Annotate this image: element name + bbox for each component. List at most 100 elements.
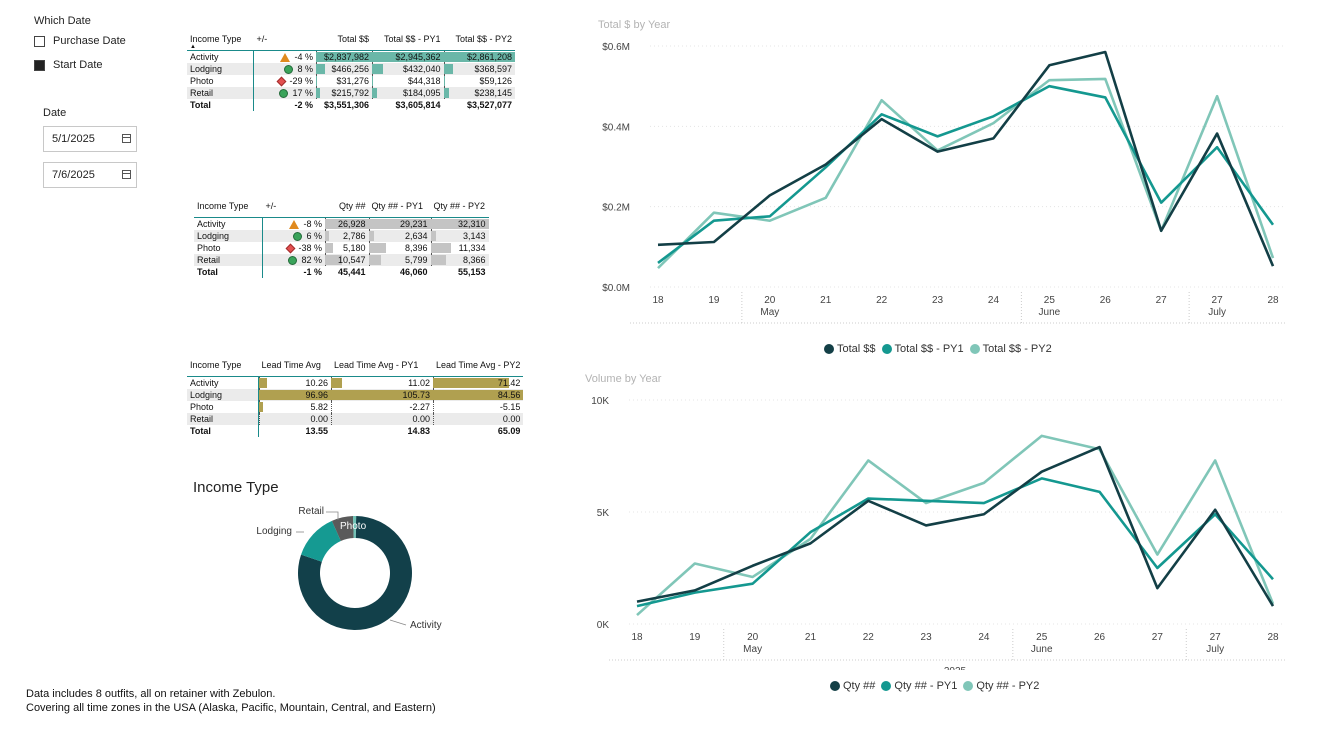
value-cell: $215,792 <box>316 87 372 99</box>
change-cell: -2 % <box>254 99 317 111</box>
cell-value: $3,551,306 <box>323 100 369 110</box>
legend-dot <box>830 681 840 691</box>
table-row[interactable]: Lodging 96.96 105.73 84.56 <box>187 389 524 401</box>
col-total[interactable]: Total $$ <box>316 34 372 51</box>
table-row[interactable]: Retail 82 % 10,547 5,799 8,366 <box>194 254 489 266</box>
col-change[interactable]: +/- <box>253 34 316 51</box>
data-bar <box>368 243 387 253</box>
start-date-label[interactable]: Start Date <box>53 59 103 71</box>
x-tick-label: 25 <box>1044 295 1056 306</box>
table-row[interactable]: Retail 0.00 0.00 0.00 <box>187 413 524 425</box>
y-tick-label: 0K <box>597 620 610 631</box>
table-row[interactable]: Photo -38 % 5,180 8,396 11,334 <box>194 242 489 254</box>
col-income-type[interactable]: Income Type ▲ <box>187 34 254 51</box>
legend-item[interactable]: Qty ## - PY2 <box>963 680 1039 692</box>
col-change[interactable]: +/- <box>262 201 325 218</box>
purchase-date-checkbox[interactable] <box>34 36 45 47</box>
table-row[interactable]: Activity -8 % 26,928 29,231 32,310 <box>194 217 489 231</box>
x-tick-label: 19 <box>689 632 701 643</box>
legend-item[interactable]: Total $$ - PY1 <box>881 343 964 355</box>
calendar-icon[interactable] <box>122 170 131 179</box>
qty-matrix-body: Activity -8 % 26,928 29,231 32,310 Lodging 6 %… <box>194 217 489 278</box>
series-line[interactable] <box>636 434 1275 617</box>
x-tick-label: 25 <box>1036 632 1048 643</box>
col-income-type[interactable]: Income Type <box>194 201 263 218</box>
col-income-type[interactable]: Income Type <box>187 360 259 377</box>
value-cell: 71.42 <box>433 377 523 389</box>
legend-label: Total $$ - PY2 <box>982 343 1052 355</box>
total-row[interactable]: Total -1 % 45,441 46,060 55,153 <box>194 266 489 278</box>
value-cell: $184,095 <box>372 87 444 99</box>
change-value: -2 % <box>294 100 313 110</box>
x-tick-label: 24 <box>978 632 990 643</box>
donut-slice-photo[interactable] <box>352 516 357 539</box>
series-line[interactable] <box>657 50 1275 267</box>
legend-item[interactable]: Qty ## - PY1 <box>881 680 957 692</box>
sort-asc-icon[interactable]: ▲ <box>190 44 196 50</box>
table-row[interactable]: Lodging 6 % 2,786 2,634 3,143 <box>194 230 489 242</box>
income-type-cell: Retail <box>194 254 263 266</box>
col-total-py2[interactable]: Total $$ - PY2 <box>443 34 516 51</box>
col-qty-py1[interactable]: Qty ## - PY1 <box>368 201 431 218</box>
col-lead-avg-py1[interactable]: Lead Time Avg - PY1 <box>331 360 433 377</box>
donut-slice-lodging[interactable] <box>301 520 341 562</box>
col-total-py1[interactable]: Total $$ - PY1 <box>372 34 444 51</box>
value-cell: -5.15 <box>433 401 523 413</box>
total-row[interactable]: Total -2 % $3,551,306 $3,605,814 $3,527,077 <box>187 99 515 111</box>
donut-slice-activity[interactable] <box>298 516 412 630</box>
donut-title: Income Type <box>193 479 279 496</box>
series-line[interactable] <box>657 77 1275 270</box>
data-bar <box>316 88 321 98</box>
change-value: -8 % <box>303 218 322 229</box>
value-cell: 0.00 <box>258 413 331 425</box>
green-circle-icon <box>288 256 298 266</box>
col-lead-avg[interactable]: Lead Time Avg <box>258 360 331 377</box>
table-row[interactable]: Lodging 8 % $466,256 $432,040 $368,597 <box>187 63 516 75</box>
col-qty-py2[interactable]: Qty ## - PY2 <box>430 201 489 218</box>
table-row[interactable]: Retail 17 % $215,792 $184,095 $238,145 <box>187 87 516 99</box>
series-line[interactable] <box>636 477 1274 608</box>
donut-slice-retail[interactable] <box>331 516 354 542</box>
change-cell: -8 % <box>263 218 326 231</box>
col-lead-avg-py2[interactable]: Lead Time Avg - PY2 <box>433 360 524 377</box>
change-value: 17 % <box>292 87 313 98</box>
data-bar <box>372 64 383 74</box>
col-qty[interactable]: Qty ## <box>325 201 369 218</box>
x-tick-label: 20 <box>747 632 759 643</box>
value-cell: 11,334 <box>430 242 489 254</box>
series-line[interactable] <box>636 445 1275 607</box>
x-year-label: 2025 <box>944 666 967 670</box>
income-type-cell: Retail <box>187 87 254 99</box>
table-row[interactable]: Activity -4 % $2,837,982 $2,945,362 $2,861,2… <box>187 50 516 63</box>
table-row[interactable]: Activity 10.26 11.02 71.42 <box>187 376 523 389</box>
data-bar <box>331 390 433 400</box>
cell-value: 11.02 <box>408 378 430 388</box>
series-line[interactable] <box>657 84 1275 264</box>
data-bar <box>368 219 431 229</box>
table-row[interactable]: Photo -29 % $31,276 $44,318 $59,126 <box>187 75 515 87</box>
table-row[interactable]: Photo 5.82 -2.27 -5.15 <box>187 401 523 413</box>
income-type-cell: Total <box>187 99 254 111</box>
bar-axis <box>433 413 434 425</box>
legend-item[interactable]: Qty ## <box>830 680 875 692</box>
income-type-cell: Total <box>194 266 263 278</box>
calendar-icon[interactable] <box>122 134 131 143</box>
cell-value: $184,095 <box>402 88 441 98</box>
change-cell: 82 % <box>262 254 325 266</box>
total-row[interactable]: Total 13.55 14.83 65.09 <box>187 425 523 437</box>
end-date-input[interactable]: 7/6/2025 <box>43 162 137 188</box>
value-cell: 11.02 <box>331 377 433 389</box>
data-bar <box>443 52 516 62</box>
start-date-checkbox[interactable] <box>34 60 45 71</box>
purchase-date-label[interactable]: Purchase Date <box>53 35 126 47</box>
change-cell: -1 % <box>263 266 326 278</box>
cell-value: $432,040 <box>402 64 441 74</box>
legend-item[interactable]: Total $$ <box>824 343 876 355</box>
change-value: -4 % <box>294 51 313 62</box>
cell-value: 2,786 <box>342 231 366 241</box>
dollars-matrix: Income Type ▲ +/- Total $$ Total $$ - PY1… <box>187 34 516 111</box>
start-date-input[interactable]: 5/1/2025 <box>43 126 137 152</box>
legend-item[interactable]: Total $$ - PY2 <box>969 343 1052 355</box>
cell-value: 0.00 <box>502 414 521 424</box>
income-type-cell: Activity <box>187 376 259 389</box>
